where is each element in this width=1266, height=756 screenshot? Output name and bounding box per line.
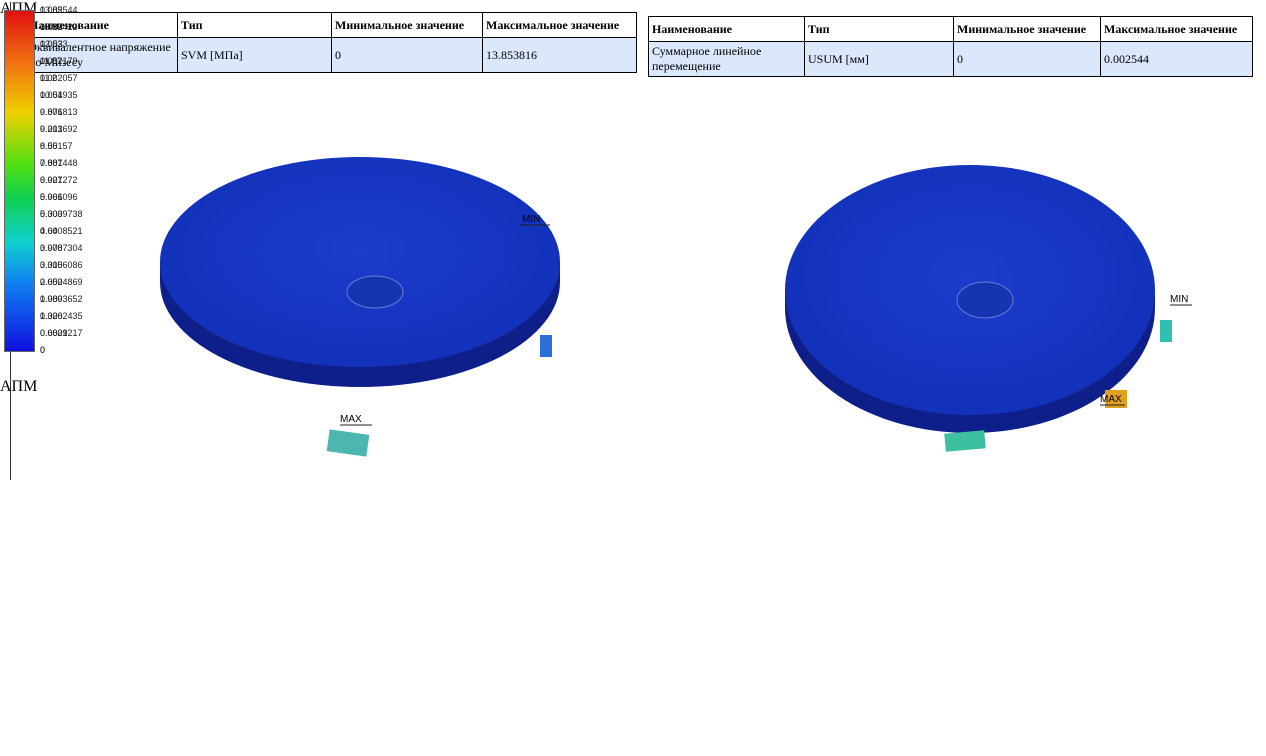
- header-cell: Минимальное значение: [954, 17, 1101, 42]
- header-cell: Тип: [805, 17, 954, 42]
- legend-label: 0.001692: [40, 124, 78, 134]
- legend-label: 0.002179: [40, 56, 78, 66]
- legend-label: 0.001096: [40, 192, 78, 202]
- legend-label: 0.0001217: [40, 328, 83, 338]
- legend-label: 0.0008521: [40, 226, 83, 236]
- legend-label: 0: [40, 345, 45, 355]
- data-cell: USUM [мм]: [805, 42, 954, 77]
- data-cell: 0.002544: [1101, 42, 1253, 77]
- data-cell: 0: [954, 42, 1101, 77]
- header-cell: Тип: [178, 13, 332, 38]
- legend-label: 0.001935: [40, 90, 78, 100]
- max-label: MAX: [1100, 394, 1122, 405]
- header-cell: Минимальное значение: [332, 13, 483, 38]
- legend-label: 0.0004869: [40, 277, 83, 287]
- max-label: MAX: [340, 414, 362, 425]
- legend-label: 0.0002435: [40, 311, 83, 321]
- header-cell: Максимальное значение: [1101, 17, 1253, 42]
- data-cell: SVM [МПа]: [178, 38, 332, 73]
- min-label: MIN: [1170, 294, 1188, 305]
- header-cell: Максимальное значение: [483, 13, 637, 38]
- data-cell: 13.853816: [483, 38, 637, 73]
- data-cell: 0: [332, 38, 483, 73]
- data-cell: Суммарное линейное перемещение: [649, 42, 805, 77]
- legend-label: 0.0009738: [40, 209, 83, 219]
- legend-label: 0.0007304: [40, 243, 83, 253]
- legend-label: 0.0003652: [40, 294, 83, 304]
- model-right: [785, 165, 1192, 452]
- legend-label: 0.001813: [40, 107, 78, 117]
- legend-label: 0.001272: [40, 175, 78, 185]
- legend-label: 0.002057: [40, 73, 78, 83]
- legend-label: 0.0023: [40, 39, 68, 49]
- min-label: MIN: [522, 214, 540, 225]
- legend-label: 0.00157: [40, 141, 73, 151]
- legend-label: 0.001448: [40, 158, 78, 168]
- legend-label: 0.0006086: [40, 260, 83, 270]
- color-bar: [4, 10, 35, 352]
- header-cell: Наименование: [649, 17, 805, 42]
- model-left: [160, 157, 560, 457]
- legend-label: 0.002544: [40, 5, 78, 15]
- legend-label: 0.002422: [40, 22, 78, 32]
